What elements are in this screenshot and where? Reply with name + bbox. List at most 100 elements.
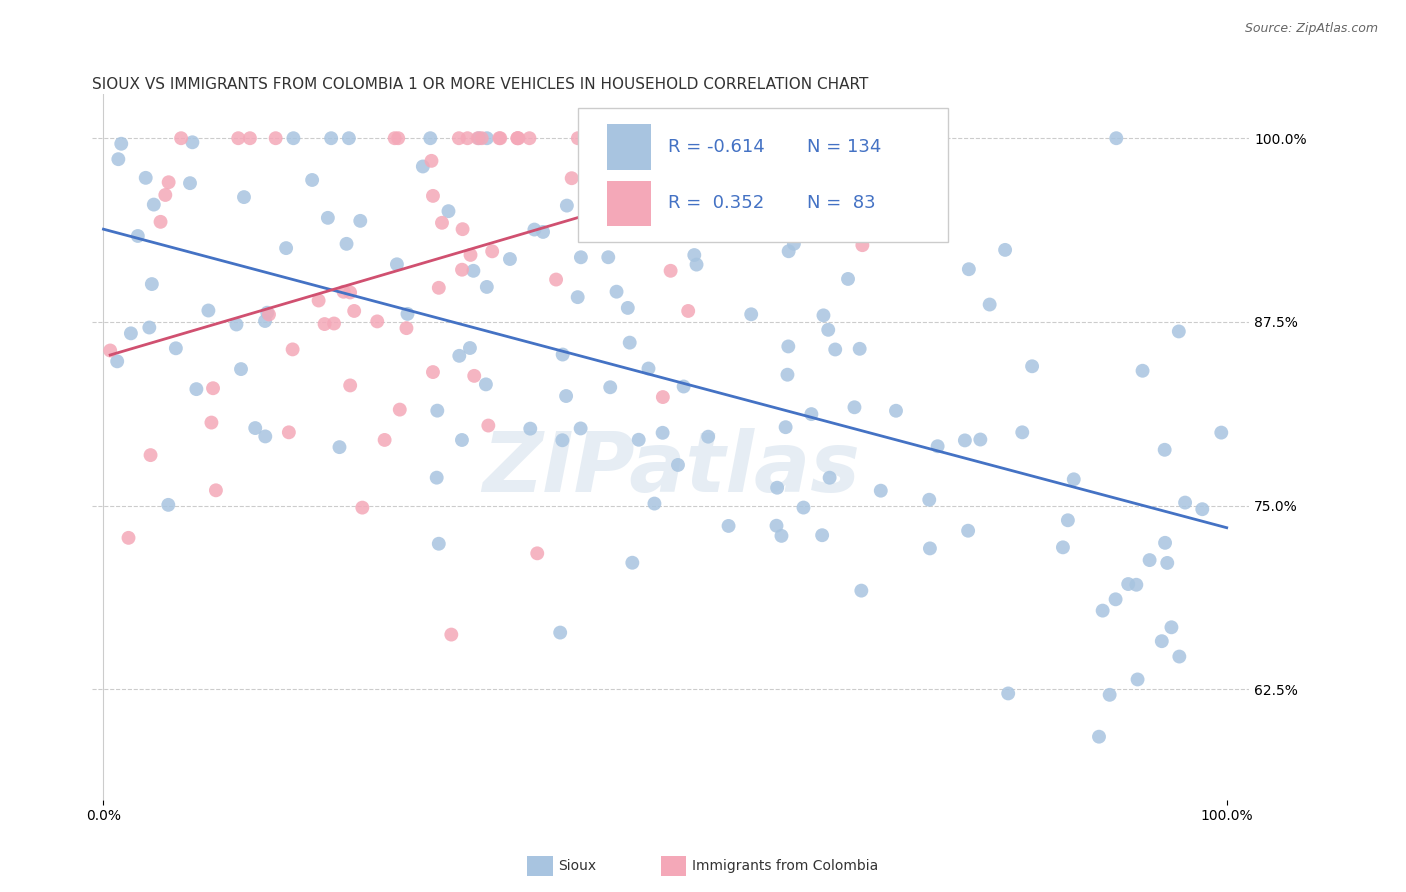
Point: [685, 258, 707, 272]
Point: [468, 131, 491, 145]
Point: [778, 339, 800, 353]
Point: [862, 131, 884, 145]
Point: [869, 483, 891, 498]
Point: [328, 440, 350, 454]
Point: [927, 439, 949, 453]
Point: [775, 420, 797, 434]
Point: [918, 492, 941, 507]
Point: [997, 686, 1019, 700]
Point: [170, 131, 193, 145]
Point: [783, 236, 806, 251]
Point: [761, 131, 783, 145]
Point: [800, 407, 823, 421]
Point: [157, 175, 180, 189]
Point: [641, 147, 664, 161]
Point: [599, 380, 621, 394]
Point: [631, 131, 654, 145]
Point: [107, 152, 129, 166]
Point: [499, 252, 522, 266]
Point: [138, 320, 160, 334]
Point: [697, 430, 720, 444]
Text: N = 134: N = 134: [807, 138, 882, 156]
Text: R = -0.614: R = -0.614: [668, 138, 765, 156]
Point: [467, 131, 489, 145]
Point: [427, 537, 450, 551]
Point: [239, 131, 262, 145]
Point: [606, 285, 628, 299]
Point: [662, 131, 685, 145]
Point: [1104, 592, 1126, 607]
FancyBboxPatch shape: [607, 124, 651, 170]
Point: [281, 343, 304, 357]
Point: [105, 354, 128, 368]
Point: [339, 378, 361, 392]
Point: [1021, 359, 1043, 374]
Point: [352, 500, 374, 515]
Point: [186, 382, 208, 396]
FancyBboxPatch shape: [578, 108, 949, 243]
Point: [256, 306, 278, 320]
Point: [953, 434, 976, 448]
Point: [419, 131, 441, 145]
Point: [475, 280, 498, 294]
Point: [127, 229, 149, 244]
Point: [620, 131, 643, 145]
Point: [752, 131, 775, 145]
Point: [110, 136, 132, 151]
Point: [555, 198, 578, 212]
Point: [824, 343, 846, 357]
Point: [593, 131, 616, 145]
Point: [449, 349, 471, 363]
Text: SIOUX VS IMMIGRANTS FROM COLOMBIA 1 OR MORE VEHICLES IN HOUSEHOLD CORRELATION CH: SIOUX VS IMMIGRANTS FROM COLOMBIA 1 OR M…: [93, 78, 869, 93]
Point: [1153, 442, 1175, 457]
Point: [918, 541, 941, 556]
Point: [1098, 688, 1121, 702]
Point: [569, 250, 592, 264]
Point: [506, 131, 529, 145]
Point: [551, 434, 574, 448]
Point: [799, 169, 821, 183]
Point: [598, 250, 620, 264]
Point: [567, 290, 589, 304]
Point: [447, 131, 470, 145]
Point: [835, 131, 858, 145]
Point: [1057, 513, 1080, 527]
Point: [179, 176, 201, 190]
Point: [1125, 578, 1147, 592]
Point: [531, 225, 554, 239]
Text: R =  0.352: R = 0.352: [668, 194, 765, 212]
Point: [612, 131, 634, 145]
Point: [808, 131, 831, 145]
Point: [233, 190, 256, 204]
Point: [451, 262, 474, 277]
Point: [617, 301, 640, 315]
Point: [451, 222, 474, 236]
Point: [627, 433, 650, 447]
Point: [366, 314, 388, 328]
Point: [619, 335, 641, 350]
Point: [430, 216, 453, 230]
Point: [717, 519, 740, 533]
Point: [807, 131, 830, 145]
Point: [659, 264, 682, 278]
Point: [396, 307, 419, 321]
Point: [451, 433, 474, 447]
Point: [149, 215, 172, 229]
Point: [387, 131, 409, 145]
Point: [806, 131, 828, 145]
Point: [1211, 425, 1233, 440]
Point: [422, 189, 444, 203]
Point: [1174, 495, 1197, 509]
Text: ZIPatlas: ZIPatlas: [482, 427, 859, 508]
Point: [526, 546, 548, 560]
Point: [621, 556, 644, 570]
Point: [135, 170, 157, 185]
Point: [456, 131, 478, 145]
Point: [676, 197, 699, 211]
Point: [301, 173, 323, 187]
Point: [1011, 425, 1033, 440]
Point: [546, 272, 568, 286]
Point: [475, 131, 498, 145]
Point: [440, 627, 463, 641]
Point: [697, 131, 720, 145]
